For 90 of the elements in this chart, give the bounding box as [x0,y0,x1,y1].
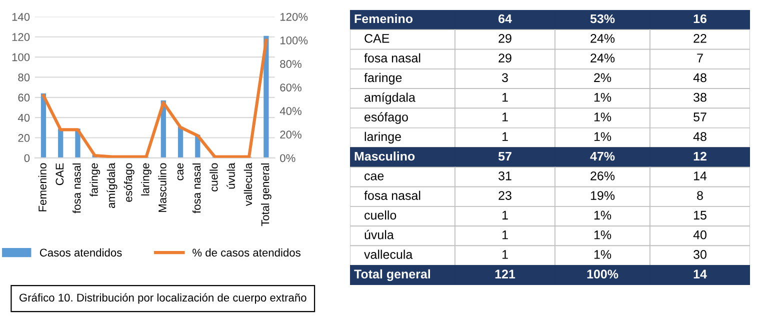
data-label: 19% [590,191,615,200]
data-label: 64 [498,14,512,24]
data-label: 14 [694,172,707,180]
data-label: 30 [694,250,706,259]
x-tick-label: Total general [261,164,272,226]
data-label: 16 [694,14,706,24]
bar [40,93,46,158]
y-tick-label: 20 [18,134,30,142]
data-label: 2% [594,73,612,82]
data-label: 7 [697,54,703,62]
data-label: 1 [502,250,508,259]
data-label: 26% [590,171,615,180]
x-tick-label: vallecula [244,162,252,206]
legend-label: % de casos atendidos [192,248,300,257]
data-label: 1% [594,132,612,141]
y-tick-label: 0 [24,154,30,162]
x-tick-label: fosa nasal [192,164,201,214]
x-tick-label: faringe [90,163,100,197]
data-label: 48 [693,132,706,142]
data-label: 1% [594,250,612,259]
text: Gráfico 10. Distribución por localización de cuerpo extraño [20,293,306,304]
data-label: 48 [693,73,706,82]
data-label: 12 [694,152,706,161]
y2-tick-label: 120% [280,12,308,21]
category-label: fosa nasal [364,53,420,62]
x-tick-label: cae [177,163,184,180]
data-label: 23 [498,191,512,200]
y-tick-label: 120 [12,33,30,42]
x-tick-label: CAE [56,163,64,186]
category-label: esófago [364,112,408,124]
y2-tick-label: 100% [280,36,308,44]
data-label: 3 [502,73,508,82]
y2-tick-label: 0% [280,154,296,162]
category-label: úvula [364,230,394,240]
x-tick-label: esófago [124,163,134,202]
x-tick-label: úvula [226,162,235,189]
data-label: 100% [587,270,618,279]
data-label: 1% [594,210,612,220]
legend-label: Casos atendidos [40,248,122,257]
x-tick-label: amígdala [106,162,118,208]
data-label: 8 [697,191,703,200]
data-label: 24% [590,34,615,43]
data-label: 1 [502,210,508,220]
category-label: faringe [364,72,402,85]
data-label: 22 [694,34,706,43]
data-label: 29 [498,54,512,62]
bar [58,128,64,158]
category-label: Femenino [354,14,413,24]
y2-tick-label: 20% [280,130,302,139]
y-tick-label: 140 [12,12,30,21]
y2-tick-label: 60% [280,84,302,92]
data-label: 1 [502,93,508,102]
category-label: Masculino [354,151,415,161]
data-label: 121 [495,270,516,278]
category-label: amígdala [364,92,416,104]
category-label: cuello [364,210,396,220]
data-label: 31 [498,171,512,180]
y2-tick-label: 40% [280,107,302,115]
data-label: 14 [694,270,707,278]
data-label: 15 [694,210,706,220]
data-label: 57 [498,152,512,161]
x-tick-label: Femenino [38,163,46,212]
data-label: 40 [693,230,706,240]
data-label: 1 [502,132,508,141]
y-tick-label: 100 [12,53,30,62]
x-tick-label: cuello [210,163,218,192]
bar [264,36,269,158]
category-label: Total general [354,269,430,282]
x-tick-label: Masculino [158,163,166,212]
data-label: 29 [498,34,512,43]
data-label: 57 [694,112,706,122]
category-label: vallecula [364,250,413,259]
data-label: 1% [594,92,612,102]
data-label: 1% [594,112,612,122]
y2-tick-label: 80% [280,60,302,68]
x-tick-label: fosa nasal [72,164,81,214]
data-label: 1 [502,112,508,122]
data-label: 47% [590,152,615,161]
data-label: 53% [590,14,615,24]
data-label: 38 [694,92,706,102]
y-tick-label: 80 [18,73,30,82]
category-label: laringe [364,132,401,144]
y-tick-label: 40 [18,114,30,122]
x-tick-label: laringe [141,163,152,196]
data-label: 1% [594,230,612,240]
data-label: 24% [590,54,615,62]
data-label: 1 [502,230,508,240]
category-label: CAE [364,34,390,43]
y-tick-label: 60 [18,94,30,102]
line-series [42,38,268,158]
